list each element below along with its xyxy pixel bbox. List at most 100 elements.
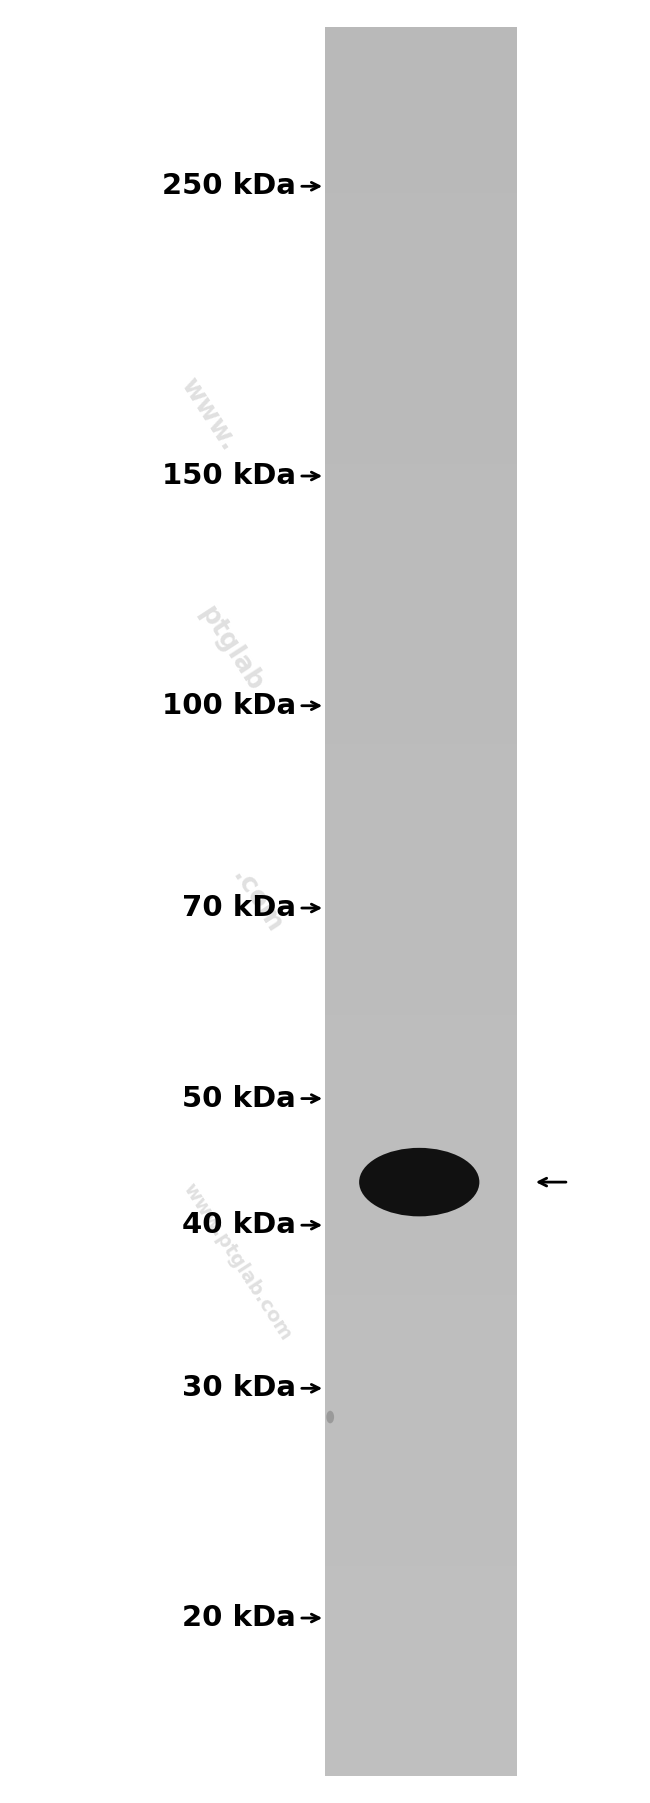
Bar (325, 1558, 517, 1567)
Bar (325, 438, 517, 447)
Bar (325, 1715, 517, 1724)
Bar (325, 1190, 517, 1199)
Bar (325, 132, 517, 141)
Bar (325, 1767, 517, 1776)
Bar (325, 700, 517, 709)
Bar (325, 1260, 517, 1269)
Bar (325, 254, 517, 263)
Bar (325, 988, 517, 997)
Bar (325, 1592, 517, 1601)
Bar (325, 1338, 517, 1347)
Bar (325, 272, 517, 281)
Ellipse shape (359, 1149, 480, 1217)
Bar (325, 709, 517, 718)
Bar (325, 297, 517, 307)
Text: 30 kDa: 30 kDa (182, 1374, 296, 1403)
Bar (325, 1583, 517, 1592)
Bar (325, 1531, 517, 1540)
Bar (325, 1067, 517, 1076)
Bar (325, 1601, 517, 1610)
Bar (325, 613, 517, 622)
Bar (325, 954, 517, 963)
Bar (325, 745, 517, 754)
Text: 70 kDa: 70 kDa (182, 894, 296, 921)
Bar (325, 1199, 517, 1208)
Bar (325, 350, 517, 359)
Bar (325, 1365, 517, 1374)
Bar (325, 1435, 517, 1444)
Ellipse shape (326, 1410, 334, 1423)
Bar (325, 1392, 517, 1399)
Bar (325, 1628, 517, 1635)
Bar (325, 1138, 517, 1147)
Bar (325, 1374, 517, 1383)
Bar (325, 656, 517, 665)
Bar (325, 1671, 517, 1680)
Bar (325, 1331, 517, 1338)
Bar (325, 1574, 517, 1583)
Bar (325, 368, 517, 377)
Bar (325, 1383, 517, 1392)
Bar (325, 499, 517, 508)
Bar (325, 211, 517, 220)
Bar (325, 840, 517, 849)
Bar (325, 622, 517, 631)
Text: 40 kDa: 40 kDa (182, 1212, 296, 1239)
Bar (325, 1042, 517, 1049)
Bar (325, 79, 517, 88)
Bar (325, 359, 517, 368)
Text: 20 kDa: 20 kDa (182, 1605, 296, 1632)
Bar (325, 1024, 517, 1033)
Bar (325, 1697, 517, 1706)
Bar (325, 229, 517, 236)
Bar (325, 1181, 517, 1190)
Bar (325, 831, 517, 840)
Bar (325, 1522, 517, 1531)
Bar (325, 936, 517, 945)
Bar (325, 761, 517, 770)
Bar (325, 1313, 517, 1322)
Bar (325, 1662, 517, 1671)
Bar (325, 902, 517, 911)
Bar (325, 1058, 517, 1067)
Bar (325, 561, 517, 570)
Bar (325, 1103, 517, 1111)
Bar (325, 579, 517, 586)
Bar (325, 674, 517, 683)
Bar (325, 1076, 517, 1085)
Bar (325, 481, 517, 490)
Bar (325, 770, 517, 779)
Bar (325, 1015, 517, 1024)
Bar (325, 1165, 517, 1172)
Bar (325, 1469, 517, 1478)
Bar (325, 1085, 517, 1094)
Bar (325, 604, 517, 613)
Bar (325, 106, 517, 115)
Bar (325, 929, 517, 936)
Bar (325, 874, 517, 883)
Bar (325, 586, 517, 595)
Bar (325, 1224, 517, 1233)
Bar (325, 1610, 517, 1619)
Bar (325, 334, 517, 343)
Text: www.ptglab.com: www.ptglab.com (179, 1179, 295, 1345)
Bar (325, 1094, 517, 1103)
Bar (325, 822, 517, 831)
Bar (325, 813, 517, 822)
Bar (325, 1426, 517, 1435)
Bar (325, 386, 517, 395)
Bar (325, 1653, 517, 1662)
Bar (325, 236, 517, 245)
Bar (325, 892, 517, 902)
Bar (325, 123, 517, 132)
Bar (325, 1006, 517, 1015)
Bar (325, 245, 517, 254)
Bar (325, 883, 517, 892)
Bar (325, 281, 517, 288)
Bar (325, 377, 517, 386)
Bar (325, 1567, 517, 1574)
Bar (325, 1322, 517, 1331)
Bar (325, 945, 517, 954)
Bar (325, 849, 517, 858)
Bar (325, 1120, 517, 1129)
